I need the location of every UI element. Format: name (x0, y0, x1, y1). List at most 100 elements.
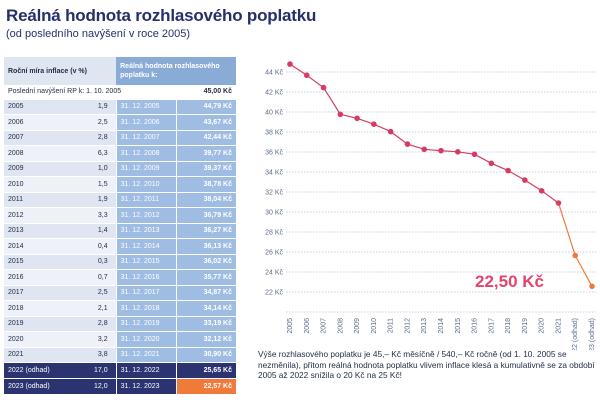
y-tick-label: 44 Kč (265, 70, 283, 77)
row-year: 2006 (4, 114, 61, 130)
series-line-segment (524, 179, 542, 192)
row-date: 31. 12. 2017 (115, 284, 177, 301)
row-inflation: 1,9 (60, 98, 117, 115)
x-tick-label: 2007 (321, 318, 328, 334)
row-value: 36,79 Kč (175, 207, 236, 223)
series-line-segment (574, 255, 593, 287)
y-tick-label: 34 Kč (265, 170, 283, 177)
row-date: 31. 12. 2009 (115, 160, 177, 177)
row-date: 31. 12. 2007 (115, 129, 177, 146)
row-inflation: 3,8 (60, 346, 117, 363)
data-point (404, 141, 411, 147)
table-row: 2017 2,5 31. 12. 2017 34,87 Kč (4, 284, 236, 301)
row-value: 36,02 Kč (175, 253, 236, 270)
row-value: 39,37 Kč (175, 160, 236, 177)
row-inflation: 0,4 (60, 238, 117, 254)
data-point (572, 252, 579, 259)
row-date: 31. 12. 2019 (115, 315, 177, 332)
table-row: 2012 3,3 31. 12. 2012 36,79 Kč (4, 207, 236, 223)
row-year: 2014 (4, 238, 61, 254)
row-value: 36,27 Kč (175, 222, 236, 239)
row-inflation: 12,0 (60, 377, 117, 394)
series-line-segment (390, 131, 408, 145)
y-tick-label: 26 Kč (265, 250, 283, 257)
page-subtitle: (od posledního navýšení v roce 2005) (6, 28, 191, 40)
series-line-segment (491, 162, 509, 172)
x-tick-label: 2014 (438, 318, 445, 334)
row-inflation: 2,8 (60, 129, 117, 146)
table-row: 2018 2,1 31. 12. 2018 34,14 Kč (4, 300, 236, 316)
table-row: 2010 1,5 31. 12. 2010 38,78 Kč (4, 176, 236, 192)
row-value: 43,67 Kč (175, 114, 236, 130)
series-line-segment (289, 63, 308, 76)
row-year: 2019 (4, 315, 61, 332)
x-tick-label: 2016 (472, 318, 479, 334)
series-line-segment (557, 202, 576, 256)
row-year: 2010 (4, 176, 61, 192)
y-tick-label: 36 Kč (265, 150, 283, 157)
row-year: 2005 (4, 98, 61, 115)
row-inflation: 2,5 (60, 284, 117, 301)
y-tick-label: 42 Kč (265, 90, 283, 97)
row-date: 31. 12. 2015 (115, 253, 177, 270)
y-tick-label: 22 Kč (265, 290, 283, 297)
series-line-segment (407, 143, 425, 150)
x-tick-label: 2013 (421, 318, 428, 334)
series-line-segment (474, 153, 492, 164)
row-value: 34,14 Kč (175, 300, 236, 316)
table-row: 2022 (odhad) 17,0 31. 12. 2022 25,65 Kč (4, 362, 236, 378)
data-point (555, 200, 562, 206)
data-point (589, 283, 595, 290)
row-date: 31. 12. 2016 (115, 269, 177, 285)
footnote: Výše rozhlasového poplatku je 45,– Kč mě… (258, 349, 595, 380)
table-row: 2008 6,3 31. 12. 2008 39,77 Kč (4, 145, 236, 161)
x-tick-label: 2021 (555, 318, 562, 334)
row-year: 2012 (4, 207, 61, 223)
data-point (505, 167, 511, 174)
row-year: 2011 (4, 191, 61, 208)
row-year: 2022 (odhad) (4, 362, 61, 378)
table-row: 2011 1,9 31. 12. 2011 38,04 Kč (4, 191, 236, 208)
row-date: 31. 12. 2020 (115, 331, 177, 347)
row-date: 31. 12. 2013 (115, 222, 177, 239)
row-year: 2017 (4, 284, 61, 301)
x-tick-label: 2017 (488, 318, 495, 334)
previous-increase-value: 45,00 Kč (176, 85, 236, 99)
y-tick-label: 30 Kč (265, 210, 283, 217)
data-point (488, 160, 495, 167)
y-tick-label: 38 Kč (265, 130, 283, 137)
series-line-segment (457, 151, 475, 155)
table-row: 2023 (odhad) 12,0 31. 12. 2023 22,57 Kč (4, 377, 236, 394)
table-row: 2005 1,9 31. 12. 2005 44,79 Kč (4, 98, 236, 115)
data-table: Roční míra inflace (v %) Reálná hodnota … (4, 57, 236, 394)
data-point (337, 111, 344, 118)
previous-increase-label: Poslední navýšení RP k: 1. 10. 2005 (4, 85, 177, 99)
table-row: 2020 3,2 31. 12. 2020 32,12 Kč (4, 331, 236, 347)
line-chart: 22 Kč 24 Kč 26 Kč 28 Kč 30 Kč 32 Kč 34 Kč 36 Kč… (265, 61, 596, 350)
row-date: 31. 12. 2005 (115, 98, 177, 115)
row-value: 44,79 Kč (175, 98, 236, 115)
series-line-segment (541, 190, 559, 204)
data-point (421, 146, 428, 153)
row-value: 34,87 Kč (175, 284, 236, 301)
row-inflation: 1,5 (60, 176, 117, 192)
data-point (387, 128, 394, 135)
x-tick-label: 2012 (404, 318, 411, 334)
row-date: 31. 12. 2018 (115, 300, 177, 316)
row-inflation: 6,3 (60, 145, 117, 161)
row-inflation: 3,2 (60, 331, 117, 347)
row-year: 2018 (4, 300, 61, 316)
page-title: Reálná hodnota rozhlasového poplatku (6, 6, 317, 25)
row-value: 38,78 Kč (175, 176, 236, 192)
row-value: 33,19 Kč (175, 315, 236, 332)
row-year: 2007 (4, 129, 61, 146)
header-value: Reálná hodnota rozhlasového poplatku k: (116, 57, 236, 85)
row-value: 42,44 Kč (175, 129, 236, 146)
y-tick-label: 32 Kč (265, 190, 283, 197)
row-inflation: 1,0 (60, 160, 117, 177)
data-point (438, 147, 444, 154)
data-point (454, 149, 461, 155)
table-row: 2016 0,7 31. 12. 2016 35,77 Kč (4, 269, 236, 285)
table-row: 2019 2,8 31. 12. 2019 33,19 Kč (4, 315, 236, 332)
series-line-segment (440, 150, 458, 153)
